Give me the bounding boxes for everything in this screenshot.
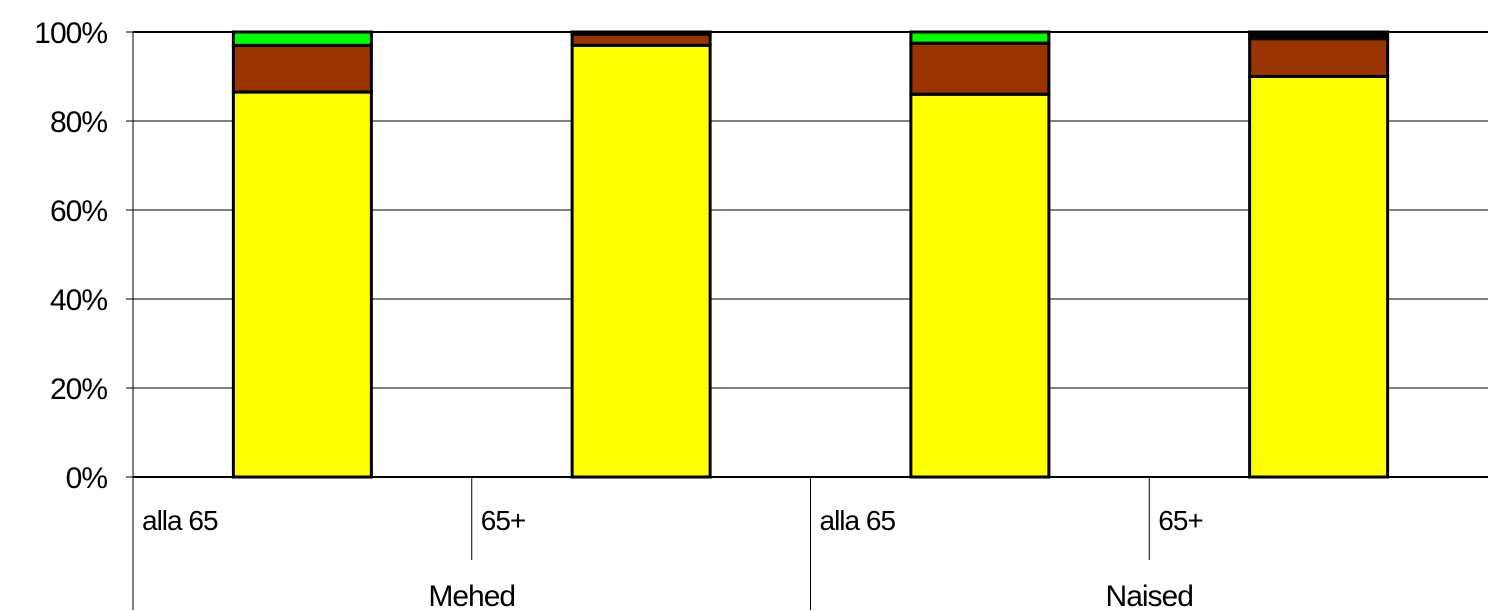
y-tick-label: 100%	[34, 17, 107, 50]
bar-segment	[909, 30, 1051, 45]
bar-segment	[231, 90, 373, 479]
y-tick-label: 20%	[50, 373, 107, 406]
bar-segment	[570, 30, 712, 36]
axes	[132, 32, 1488, 610]
bar-segment	[1248, 37, 1390, 78]
x-category-label: 65+	[481, 505, 526, 536]
x-category-label: 65+	[1158, 505, 1203, 536]
y-tick-label: 80%	[50, 106, 107, 139]
x-axis-group-labels: Mehed Naised	[428, 580, 1194, 612]
bar-segment	[909, 41, 1051, 96]
x-group-label: Naised	[1106, 580, 1193, 612]
bar-segment	[231, 30, 373, 47]
bar-stacks	[231, 30, 1390, 479]
bar-segment	[570, 32, 712, 47]
y-tick-label: 0%	[66, 462, 108, 495]
bar-segment	[909, 92, 1051, 479]
bar-segment	[1248, 30, 1390, 41]
bar-segment	[1248, 75, 1390, 479]
bar-segment	[231, 43, 373, 94]
y-tick-label: 60%	[50, 195, 107, 228]
x-axis-category-labels: alla 65 65+ alla 65 65+	[142, 505, 1204, 536]
y-axis-tick-labels: 0% 20% 40% 60% 80% 100%	[34, 17, 108, 495]
x-category-label: alla 65	[142, 505, 218, 536]
x-category-label: alla 65	[820, 505, 896, 536]
y-tick-label: 40%	[50, 284, 107, 317]
x-group-label: Mehed	[428, 580, 515, 612]
bar-segment	[570, 43, 712, 479]
